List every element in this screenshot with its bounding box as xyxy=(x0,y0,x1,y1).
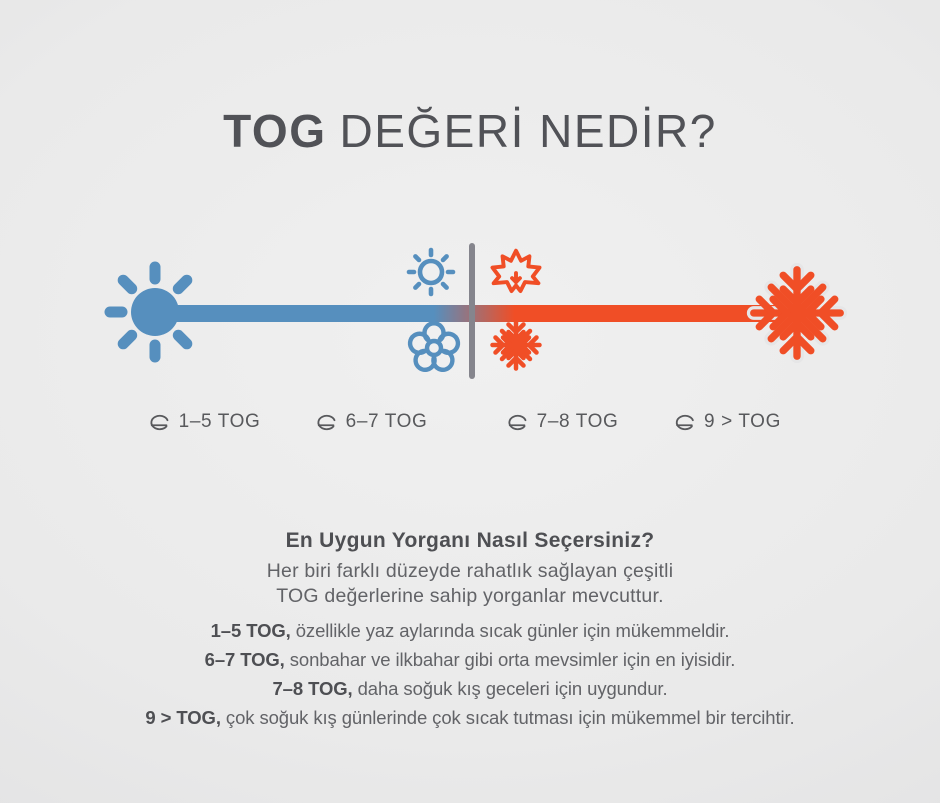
tog-range: 1–5 TOG, xyxy=(210,620,291,641)
paperclip-icon xyxy=(317,414,336,430)
paperclip-icon xyxy=(675,414,694,430)
scale-label-text: 9 > TOG xyxy=(704,411,781,432)
tog-detail-text: daha soğuk kış geceleri için uygundur. xyxy=(352,678,668,699)
scale-label-text: 1–5 TOG xyxy=(178,411,261,432)
tog-detail-line: 1–5 TOG, özellikle yaz aylarında sıcak g… xyxy=(0,616,940,645)
tog-detail-text: sonbahar ve ilkbahar gibi orta mevsimler… xyxy=(284,649,736,670)
flower-icon xyxy=(407,321,461,372)
scale-label-7-8: 7–8 TOG xyxy=(506,411,619,433)
sun-outline-icon xyxy=(406,247,456,297)
tog-range: 9 > TOG, xyxy=(145,707,221,728)
description-line: TOG değerlerine sahip yorganlar mevcuttu… xyxy=(276,585,664,607)
scale-label-1-5: 1–5 TOG xyxy=(148,411,261,433)
scale-label-9-plus: 9 > TOG xyxy=(673,411,781,433)
title-light: DEĞERİ NEDİR? xyxy=(339,105,717,157)
paperclip-icon xyxy=(150,414,169,430)
tog-range: 7–8 TOG, xyxy=(272,678,353,699)
scale-label-6-7: 6–7 TOG xyxy=(315,411,428,433)
tog-gradient-bar xyxy=(155,305,775,322)
page-title: TOG DEĞERİ NEDİR? xyxy=(0,104,940,158)
tog-detail-line: 6–7 TOG, sonbahar ve ilkbahar gibi orta … xyxy=(0,645,940,674)
paperclip-icon xyxy=(508,414,527,430)
maple-leaf-icon xyxy=(490,248,542,293)
tog-detail-line: 7–8 TOG, daha soğuk kış geceleri için uy… xyxy=(0,674,940,703)
season-divider xyxy=(469,243,475,379)
tog-detail-text: özellikle yaz aylarında sıcak günler içi… xyxy=(290,620,730,641)
snowflake-icon xyxy=(746,262,848,364)
tog-range: 6–7 TOG, xyxy=(204,649,285,670)
tog-detail-text: çok soğuk kış günlerinde çok sıcak tutma… xyxy=(220,707,795,728)
title-bold: TOG xyxy=(223,105,327,157)
tog-details-section: 1–5 TOG, özellikle yaz aylarında sıcak g… xyxy=(0,616,940,732)
scale-label-text: 7–8 TOG xyxy=(536,411,619,432)
description-section: En Uygun Yorganı Nasıl Seçersiniz? Her b… xyxy=(0,529,940,609)
description-heading: En Uygun Yorganı Nasıl Seçersiniz? xyxy=(285,529,655,552)
snowflake-icon xyxy=(490,319,542,371)
description-line: Her biri farklı düzeyde rahatlık sağlaya… xyxy=(266,560,674,582)
scale-label-text: 6–7 TOG xyxy=(345,411,428,432)
sun-filled-icon xyxy=(104,261,193,363)
tog-detail-line: 9 > TOG, çok soğuk kış günlerinde çok sı… xyxy=(0,703,940,732)
